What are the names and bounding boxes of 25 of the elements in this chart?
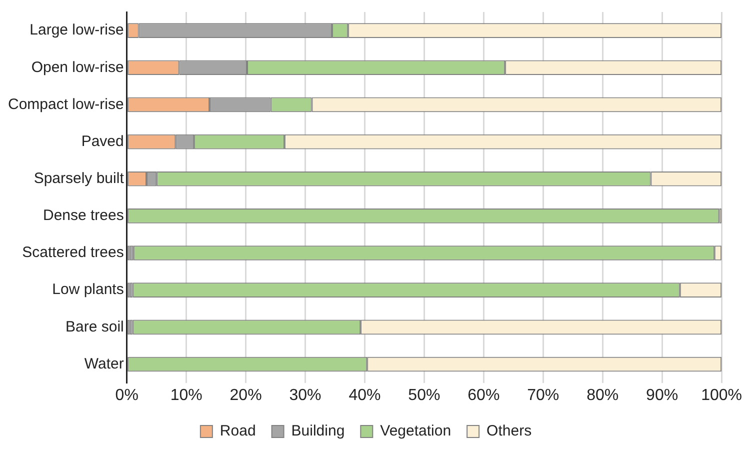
- x-tick-label: 20%: [230, 386, 262, 404]
- x-tick-label: 10%: [170, 386, 202, 404]
- x-tick-label: 80%: [586, 386, 619, 404]
- y-tick-label: Paved: [81, 132, 124, 150]
- legend-label: Building: [291, 422, 345, 440]
- y-tick-label: Low plants: [52, 281, 124, 298]
- x-tick-label: 0%: [115, 386, 138, 404]
- legend-label: Vegetation: [380, 422, 452, 440]
- y-tick-label: Large low-rise: [30, 22, 124, 39]
- x-tick-label: 90%: [646, 386, 678, 404]
- y-tick-label: Scattered trees: [22, 244, 124, 262]
- y-tick-label: Water: [84, 355, 124, 372]
- legend-label: Road: [220, 422, 256, 440]
- x-tick-label: 70%: [527, 386, 560, 404]
- x-tick-label: 30%: [289, 386, 322, 404]
- x-tick-label: 50%: [408, 386, 440, 404]
- y-tick-label: Dense trees: [42, 207, 124, 224]
- x-tick-label: 60%: [468, 386, 500, 404]
- y-tick-label: Open low-rise: [31, 58, 124, 76]
- y-tick-label: Sparsely built: [34, 170, 125, 187]
- x-tick-label: 100%: [701, 386, 742, 404]
- y-tick-label: Bare soil: [66, 318, 124, 336]
- x-tick-label: 40%: [348, 386, 381, 404]
- legend-label: Others: [486, 422, 532, 440]
- y-tick-label: Compact low-rise: [8, 96, 124, 113]
